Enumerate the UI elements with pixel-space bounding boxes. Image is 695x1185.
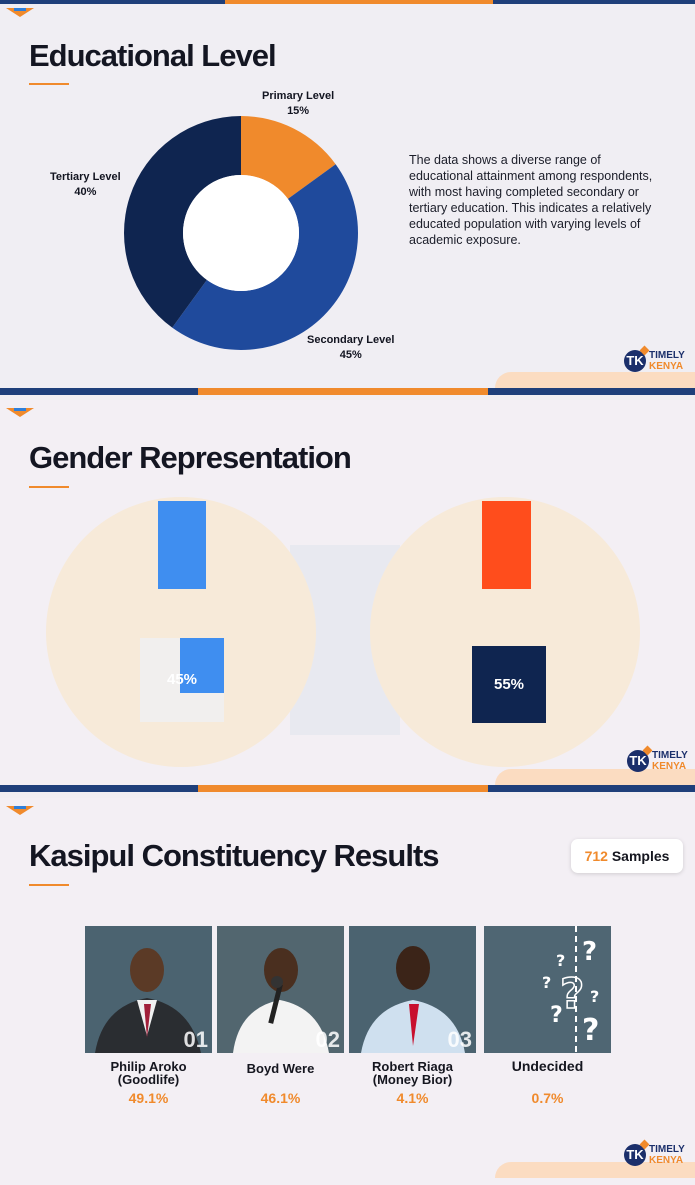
slice-value-label: 15% (287, 105, 310, 117)
candidate-photo: 03 (349, 926, 476, 1053)
gender-panel: Gender Representation 45% 55% TK TIMELY … (0, 400, 695, 792)
page-title: Gender Representation (29, 440, 352, 475)
education-donut-chart (123, 116, 358, 350)
brand-logo: TK TIMELY KENYA (624, 348, 694, 374)
candidate-photo: 01 (85, 926, 212, 1053)
question-marks-icon: ? ? ? ? ? ? ? (484, 926, 611, 1053)
candidate-percentage: 4.1% (396, 1090, 429, 1106)
bottom-bar (0, 388, 198, 395)
slice-category-label: Primary Level (262, 90, 335, 102)
corner-swoosh (495, 1162, 695, 1178)
brand-mark-icon: TK (624, 350, 646, 372)
svg-text:?: ? (582, 1013, 599, 1048)
bottom-bar (488, 388, 695, 395)
candidate-name-line1: Boyd Were (246, 1061, 315, 1076)
candidate-name-line1: Philip Aroko (110, 1059, 187, 1074)
results-panel: Kasipul Constituency Results 712 Samples… (0, 798, 695, 1185)
brand-line1: TIMELY (649, 350, 685, 361)
candidate-name-line2: (Money Bior) (372, 1072, 453, 1087)
gender-icon-bar-right (482, 501, 531, 589)
gender-icon-bar-left (158, 501, 206, 589)
education-panel: Educational Level Primary Level 15% Tert… (0, 0, 695, 395)
slice-category-label: Secondary Level (307, 334, 395, 346)
gender-bar-left: 45% (167, 638, 224, 693)
person-icon (217, 926, 344, 1053)
corner-mark (6, 8, 34, 17)
corner-mark (6, 408, 34, 417)
corner-mark (6, 806, 34, 815)
page-title: Kasipul Constituency Results (29, 838, 440, 873)
donut-slice-secondary-level (172, 164, 358, 350)
gender-value-label-left: 45% (167, 671, 198, 688)
svg-text:?: ? (556, 951, 565, 970)
brand-line1: TIMELY (649, 1144, 685, 1155)
candidate-percentage: 0.7% (531, 1090, 564, 1106)
svg-text:?: ? (590, 987, 599, 1006)
candidate-name: Boyd Were (217, 1062, 344, 1075)
donut-label-tertiary: Tertiary Level 40% (50, 170, 121, 200)
candidate-name-line2: (Goodlife) (117, 1072, 180, 1087)
svg-text:?: ? (560, 969, 584, 1018)
donut-slice-tertiary-level (123, 116, 241, 328)
corner-swoosh (495, 372, 695, 388)
bottom-bar (198, 785, 488, 792)
brand-mark-icon: TK (627, 750, 649, 772)
donut-hole (183, 175, 299, 291)
svg-text:?: ? (582, 937, 597, 967)
slice-category-label: Tertiary Level (50, 171, 121, 183)
candidate-number: 01 (183, 1027, 208, 1052)
candidate-percentage: 46.1% (260, 1090, 301, 1106)
page-title: Educational Level (29, 38, 277, 73)
samples-badge: 712 Samples (571, 839, 683, 873)
brand-mark-icon: TK (624, 1144, 646, 1166)
candidate-photo: ? ? ? ? ? ? ? (484, 926, 611, 1053)
candidate-number: 02 (315, 1027, 340, 1052)
bottom-bar (488, 785, 695, 792)
top-bar (493, 0, 695, 4)
candidate-percentage: 49.1% (128, 1090, 169, 1106)
candidate-name: Robert Riaga (Money Bior) (349, 1060, 476, 1086)
brand-line1: TIMELY (652, 750, 688, 761)
top-bar (0, 0, 225, 4)
candidate-name-line1: Robert Riaga (372, 1059, 453, 1074)
candidate-name-line1: Undecided (511, 1058, 584, 1074)
donut-label-primary: Primary Level 15% (262, 89, 334, 119)
svg-text:?: ? (542, 973, 551, 992)
gender-value-label-right: 55% (493, 676, 525, 693)
candidate-name: Philip Aroko (Goodlife) (85, 1060, 212, 1086)
slice-value-label: 40% (74, 186, 97, 198)
person-icon (85, 926, 212, 1053)
brand-line2: KENYA (649, 361, 684, 372)
candidate-number: 03 (447, 1027, 472, 1052)
candidate-photo: 02 (217, 926, 344, 1053)
brand-logo: TK TIMELY KENYA (627, 748, 695, 774)
slice-value-label: 45% (339, 349, 362, 361)
title-underline (29, 486, 69, 488)
samples-label: Samples (611, 848, 670, 864)
person-icon (349, 926, 476, 1053)
title-underline (29, 884, 69, 886)
brand-line2: KENYA (652, 761, 687, 772)
samples-count: 712 (584, 848, 608, 864)
bottom-bar (198, 388, 488, 395)
top-bar (225, 0, 493, 4)
donut-label-secondary: Secondary Level 45% (307, 333, 394, 363)
donut-slice-primary-level (241, 116, 336, 199)
brand-line2: KENYA (649, 1155, 684, 1166)
education-description: The data shows a diverse range of educat… (409, 153, 653, 247)
title-underline (29, 83, 69, 85)
corner-swoosh (495, 769, 695, 785)
bottom-bar (0, 785, 198, 792)
brand-logo: TK TIMELY KENYA (624, 1142, 694, 1168)
candidate-name: Undecided (484, 1058, 611, 1074)
gender-bar-right: 55% (472, 646, 546, 723)
svg-text:?: ? (550, 1003, 563, 1028)
